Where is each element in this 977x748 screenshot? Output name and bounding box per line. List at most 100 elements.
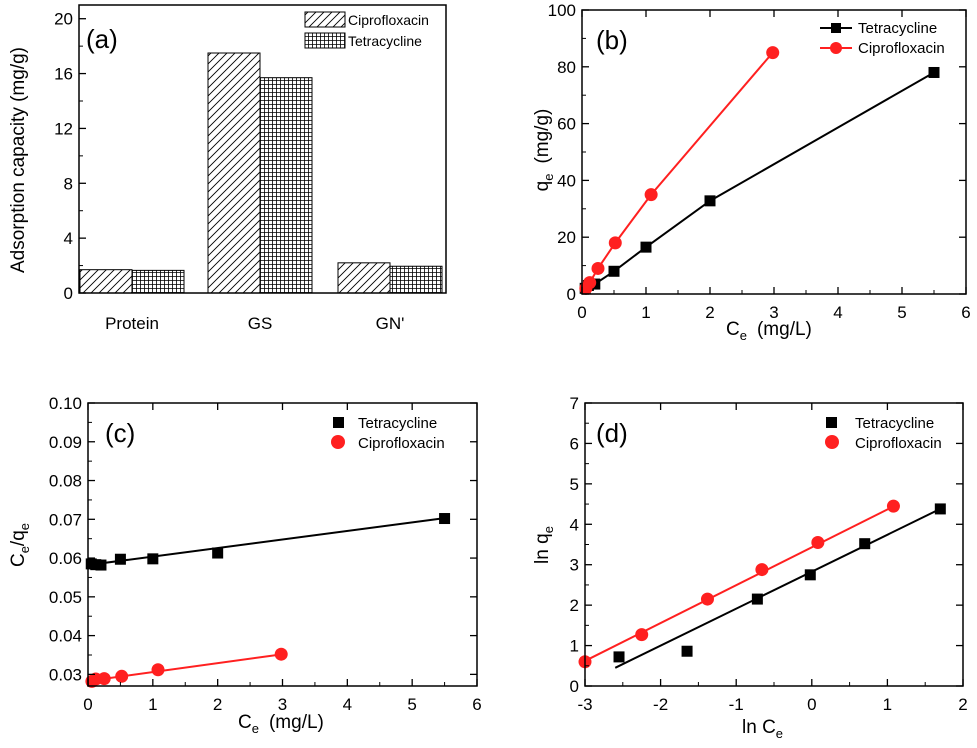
legend-label-tetracycline: Tetracycline [358, 415, 437, 432]
y-tick-label: 20 [557, 228, 576, 247]
x-tick-label: -1 [729, 695, 744, 714]
x-tick-label: 3 [278, 695, 287, 714]
panel-d-legend: Tetracycline Ciprofloxacin [825, 415, 942, 452]
legend-label-tetracycline: Tetracycline [348, 33, 422, 49]
data-point-tetracycline [212, 547, 224, 559]
bar-ciprofloxacin-gs [207, 52, 261, 294]
panel-c-xlabel: Ce (mg/L) [238, 712, 324, 736]
fit-line-tetracycline [91, 517, 445, 566]
panel-a-legend: Ciprofloxacin Tetracycline [304, 11, 429, 49]
panel-b-xlabel: Ce (mg/L) [726, 319, 812, 343]
x-tick-label: 4 [343, 695, 352, 714]
legend-marker-tetracycline [333, 417, 344, 428]
legend-marker-ciprofloxacin [331, 435, 345, 449]
data-point-tetracycline [640, 241, 652, 253]
y-tick-label: 0 [567, 285, 576, 304]
panel-b-legend: Tetracycline Ciprofloxacin [820, 20, 945, 57]
panel-b-ylabel: qe(mg/g) [532, 109, 556, 192]
data-point-ciprofloxacin [591, 261, 605, 275]
bar-tetracycline-gn [389, 265, 443, 294]
y-tick-label: 5 [570, 475, 579, 494]
x-category-label: GS [248, 314, 273, 333]
series-line-ciprofloxacin [585, 51, 774, 289]
x-tick-label: 2 [705, 303, 714, 322]
data-point-ciprofloxacin [811, 535, 825, 549]
x-tick-label: 1 [883, 695, 892, 714]
data-point-ciprofloxacin [97, 672, 111, 686]
y-tick-label: 7 [570, 394, 579, 413]
panel-d-xlabel: ln Ce [742, 717, 783, 741]
legend-label-tetracycline: Tetracycline [858, 20, 937, 37]
bar-ciprofloxacin-gn [337, 262, 391, 294]
y-tick-label: 20 [54, 10, 73, 29]
data-point-ciprofloxacin [644, 188, 658, 202]
y-tick-label: 0.07 [49, 510, 82, 529]
panel-d-scatter-chart: -3 -2 -1 0 1 2 0 1 2 3 4 5 6 7 (d) ln Ce ln qe Tetrac… [532, 394, 968, 741]
data-point-ciprofloxacin [886, 499, 900, 513]
data-point-tetracycline [704, 195, 716, 207]
data-point-tetracycline [751, 593, 763, 605]
fit-line-tetracycline [614, 507, 943, 669]
y-tick-label: 60 [557, 115, 576, 134]
legend-swatch-tetracycline [304, 32, 346, 49]
data-point-ciprofloxacin [583, 276, 597, 290]
panel-a-label: (a) [86, 24, 118, 54]
panel-d-label: (d) [596, 418, 628, 448]
panel-a-bar-chart: 0 4 8 12 16 20 Protein GS GN' (a) Adsorption ca… [8, 4, 447, 333]
x-category-label: Protein [105, 314, 159, 333]
x-tick-label: -3 [577, 695, 592, 714]
y-tick-label: 0.03 [49, 665, 82, 684]
x-tick-label: 1 [641, 303, 650, 322]
y-tick-label: 8 [64, 174, 73, 193]
x-tick-label: 6 [472, 695, 481, 714]
x-tick-label: 0 [83, 695, 92, 714]
y-tick-label: 4 [64, 229, 73, 248]
data-point-tetracycline [928, 66, 940, 78]
panel-a-ylabel: Adsorption capacity (mg/g) [8, 47, 29, 273]
x-tick-label: 5 [897, 303, 906, 322]
legend-label-ciprofloxacin: Ciprofloxacin [348, 12, 429, 28]
y-tick-label: 1 [570, 637, 579, 656]
x-tick-label: 0 [577, 303, 586, 322]
panel-c-legend: Tetracycline Ciprofloxacin [331, 415, 445, 452]
data-point-tetracycline [95, 559, 107, 571]
y-tick-label: 0 [64, 284, 73, 303]
y-tick-label: 0.04 [49, 627, 82, 646]
data-point-tetracycline [613, 651, 625, 663]
legend-swatch-ciprofloxacin [304, 11, 346, 28]
data-point-ciprofloxacin [755, 563, 769, 577]
data-point-tetracycline [859, 538, 871, 550]
data-point-ciprofloxacin [766, 46, 780, 60]
x-tick-label: 4 [833, 303, 842, 322]
bar-tetracycline-protein [131, 269, 185, 294]
data-point-tetracycline [804, 569, 816, 581]
data-point-tetracycline [114, 553, 126, 565]
panel-c-scatter-chart: 0 1 2 3 4 5 60.030.040.050.060.070.080.090.10 … [8, 394, 482, 736]
y-tick-label: 3 [570, 556, 579, 575]
data-point-ciprofloxacin [115, 669, 129, 683]
y-tick-label: 0 [570, 677, 579, 696]
legend-marker-tetracycline [826, 417, 837, 428]
x-tick-label: 1 [148, 695, 157, 714]
y-tick-label: 100 [548, 1, 576, 20]
y-tick-label: 6 [570, 434, 579, 453]
legend-label-ciprofloxacin: Ciprofloxacin [358, 435, 445, 452]
data-point-ciprofloxacin [151, 663, 165, 677]
bar-ciprofloxacin-protein [79, 269, 133, 294]
y-tick-label: 2 [570, 596, 579, 615]
legend-marker-tetracycline [831, 23, 841, 33]
panel-c-label: (c) [105, 418, 135, 448]
x-tick-label: 2 [958, 695, 967, 714]
y-tick-label: 0.06 [49, 549, 82, 568]
data-point-tetracycline [608, 265, 620, 277]
x-category-label: GN' [376, 314, 405, 333]
legend-marker-ciprofloxacin [830, 42, 842, 54]
y-tick-label: 12 [54, 119, 73, 138]
x-tick-label: 0 [807, 695, 816, 714]
data-point-ciprofloxacin [608, 236, 622, 250]
panel-d-ylabel: ln qe [532, 526, 556, 564]
legend-marker-ciprofloxacin [825, 435, 839, 449]
legend-label-ciprofloxacin: Ciprofloxacin [858, 40, 945, 57]
